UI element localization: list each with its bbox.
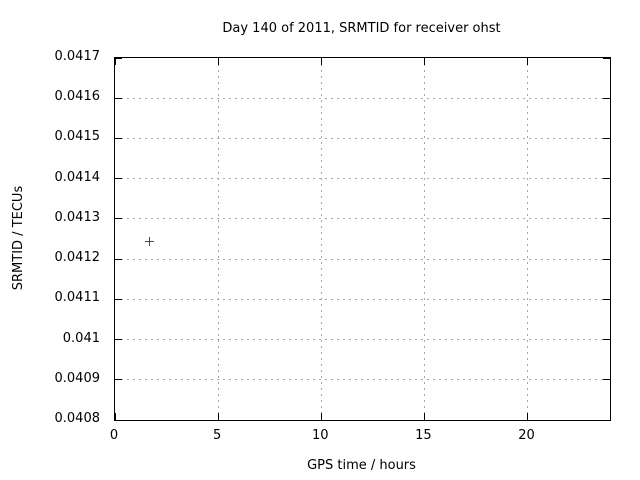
y-tick-right (603, 97, 610, 99)
x-tick-top (527, 58, 528, 65)
y-tick-label: 0.0411 (54, 290, 101, 306)
y-tick-label: 0.0416 (54, 89, 101, 105)
y-tick-right (603, 178, 610, 180)
marker-vertical-bar (149, 236, 151, 246)
y-tick-left (115, 97, 122, 99)
y-tick-label: 0.0412 (54, 250, 101, 266)
x-tick-label: 20 (518, 428, 535, 443)
x-tick-top (320, 58, 322, 65)
x-tick-label: 10 (311, 428, 329, 443)
h-gridline (115, 218, 610, 220)
x-tick-bottom (527, 413, 528, 420)
h-gridline (115, 137, 610, 139)
y-tick-left (115, 218, 122, 220)
y-axis-label: SRMTID / TECUs (11, 185, 26, 291)
y-tick-left (115, 379, 122, 381)
y-tick-left (115, 137, 122, 139)
h-gridline (115, 298, 610, 300)
y-tick-label: 0.041 (62, 330, 100, 346)
y-tick-label: 0.0414 (54, 169, 101, 185)
x-tick-top (217, 58, 219, 65)
x-tick-bottom (114, 413, 116, 420)
v-gridline (217, 58, 219, 420)
y-tick-left (115, 298, 122, 300)
y-tick-left (115, 419, 122, 421)
v-gridline (320, 58, 322, 420)
y-tick-right (603, 339, 610, 341)
h-gridline (115, 178, 610, 180)
v-gridline (527, 58, 528, 420)
h-gridline (115, 379, 610, 381)
h-gridline (115, 339, 610, 341)
y-tick-label: 0.0413 (54, 209, 101, 225)
y-tick-left (115, 258, 122, 260)
x-tick-top (114, 58, 116, 65)
y-tick-label: 0.0417 (54, 49, 101, 64)
y-tick-right (603, 298, 610, 300)
y-tick-label: 0.0409 (54, 370, 101, 386)
x-tick-bottom (320, 413, 322, 420)
y-tick-right (603, 258, 610, 260)
y-tick-right (603, 379, 610, 381)
y-tick-label: 0.0408 (54, 411, 101, 426)
y-tick-left (115, 57, 122, 59)
x-tick-bottom (423, 413, 425, 420)
y-tick-right (603, 57, 610, 59)
plot-area (114, 57, 611, 421)
y-tick-right (603, 137, 610, 139)
x-tick-top (423, 58, 425, 65)
h-gridline (115, 97, 610, 99)
x-tick-label: 15 (415, 428, 432, 443)
data-point-marker (145, 236, 155, 246)
y-tick-right (603, 419, 610, 421)
v-gridline (423, 58, 425, 420)
y-tick-label: 0.0415 (54, 129, 101, 145)
y-tick-left (115, 178, 122, 180)
chart-title: Day 140 of 2011, SRMTID for receiver ohs… (222, 21, 501, 36)
x-tick-label: 5 (212, 428, 222, 443)
x-tick-label: 0 (109, 428, 119, 443)
x-axis-label: GPS time / hours (307, 458, 416, 473)
h-gridline (115, 258, 610, 260)
y-tick-right (603, 218, 610, 220)
x-tick-bottom (217, 413, 219, 420)
y-tick-left (115, 339, 122, 341)
